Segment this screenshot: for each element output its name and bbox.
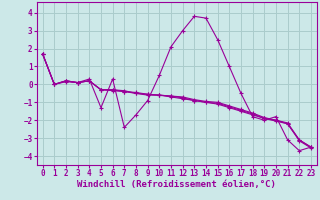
- X-axis label: Windchill (Refroidissement éolien,°C): Windchill (Refroidissement éolien,°C): [77, 180, 276, 189]
